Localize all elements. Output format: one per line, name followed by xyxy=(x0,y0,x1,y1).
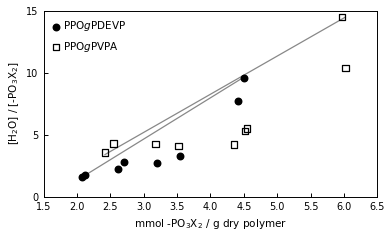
Legend: PPO$g$PDEVP, PPO$g$PVPA: PPO$g$PDEVP, PPO$g$PVPA xyxy=(49,16,129,57)
PPO$g$PVPA xyxy=(175,144,181,148)
PPO$g$PVPA xyxy=(230,143,237,147)
PPO$g$PDEVP xyxy=(235,99,241,103)
PPO$g$PDEVP xyxy=(115,167,122,171)
PPO$g$PDEVP xyxy=(120,160,127,164)
Y-axis label: [H$_2$O] / [-PO$_3$X$_2$]: [H$_2$O] / [-PO$_3$X$_2$] xyxy=(7,62,21,145)
PPO$g$PVPA xyxy=(102,151,108,155)
PPO$g$PVPA xyxy=(244,127,250,130)
PPO$g$PVPA xyxy=(242,129,248,133)
PPO$g$PDEVP xyxy=(154,161,160,164)
X-axis label: mmol -PO$_3$X$_2$ / g dry polymer: mmol -PO$_3$X$_2$ / g dry polymer xyxy=(134,217,287,231)
PPO$g$PVPA xyxy=(339,15,345,19)
PPO$g$PDEVP xyxy=(177,154,183,158)
PPO$g$PDEVP xyxy=(82,173,88,177)
PPO$g$PDEVP xyxy=(78,175,85,179)
PPO$g$PDEVP xyxy=(241,76,247,80)
PPO$g$PVPA xyxy=(342,66,348,70)
PPO$g$PVPA xyxy=(152,142,159,146)
PPO$g$PVPA xyxy=(111,142,117,145)
